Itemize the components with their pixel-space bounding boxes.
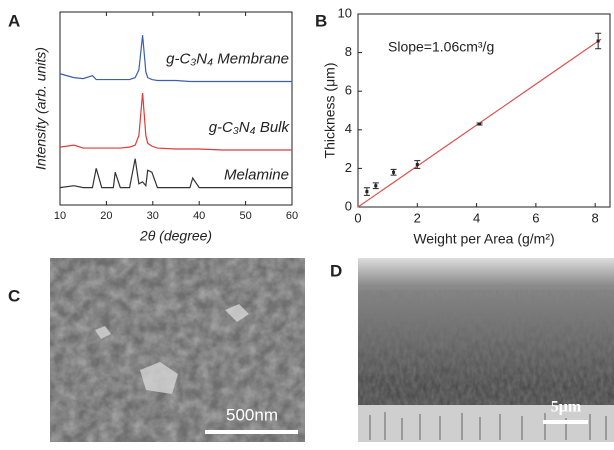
x-tick-label: 40 [193, 210, 205, 222]
point [374, 184, 378, 188]
point [365, 190, 369, 194]
point [478, 122, 482, 126]
y-tick-label: 2 [345, 160, 352, 175]
y-tick-label: 0 [345, 198, 352, 213]
y-tick-label: 4 [345, 121, 352, 136]
plot-frame [357, 13, 611, 208]
x-axis-label: Weight per Area (g/m²) [413, 231, 554, 247]
x-tick-label: 2 [414, 210, 421, 225]
series-label: g-C₃N₄ Bulk [209, 119, 291, 136]
x-tick-label: 30 [147, 210, 159, 222]
x-tick-label: 6 [532, 210, 539, 225]
x-tick-label: 10 [54, 210, 66, 222]
x-tick-label: 8 [592, 210, 599, 225]
x-tick-label: 50 [239, 210, 251, 222]
panel-label: D [330, 261, 342, 280]
annotation: Slope=1.06cm³/g [388, 39, 494, 55]
y-axis-label: Intensity (arb. units) [33, 47, 49, 170]
sem-image: 5μm [358, 258, 614, 442]
xrd-line [59, 158, 292, 189]
y-axis-label: Thickness (μm) [322, 63, 338, 159]
sem-image: 500nm [50, 258, 305, 442]
panel-label: A [8, 11, 20, 30]
y-tick-label: 10 [338, 5, 352, 20]
plot-frame [59, 11, 293, 206]
point [392, 170, 396, 174]
x-tick-label: 60 [286, 210, 298, 222]
xrd-line [59, 93, 292, 151]
scale-bar-label: 500nm [226, 405, 278, 424]
series-label: g-C₃N₄ Membrane [166, 50, 289, 67]
y-tick-label: 6 [345, 83, 352, 98]
scale-bar-label: 5μm [551, 399, 582, 416]
panel-label: B [315, 11, 327, 30]
panel-label: C [8, 286, 20, 305]
x-tick-label: 4 [473, 210, 480, 225]
x-tick-label: 0 [354, 210, 361, 225]
y-tick-label: 8 [345, 44, 352, 59]
point [415, 163, 419, 167]
x-tick-label: 20 [100, 210, 112, 222]
x-axis-label: 2θ (degree) [139, 228, 212, 244]
series-label: Melamine [224, 167, 289, 184]
xrd-line [59, 35, 292, 83]
point [596, 39, 600, 43]
